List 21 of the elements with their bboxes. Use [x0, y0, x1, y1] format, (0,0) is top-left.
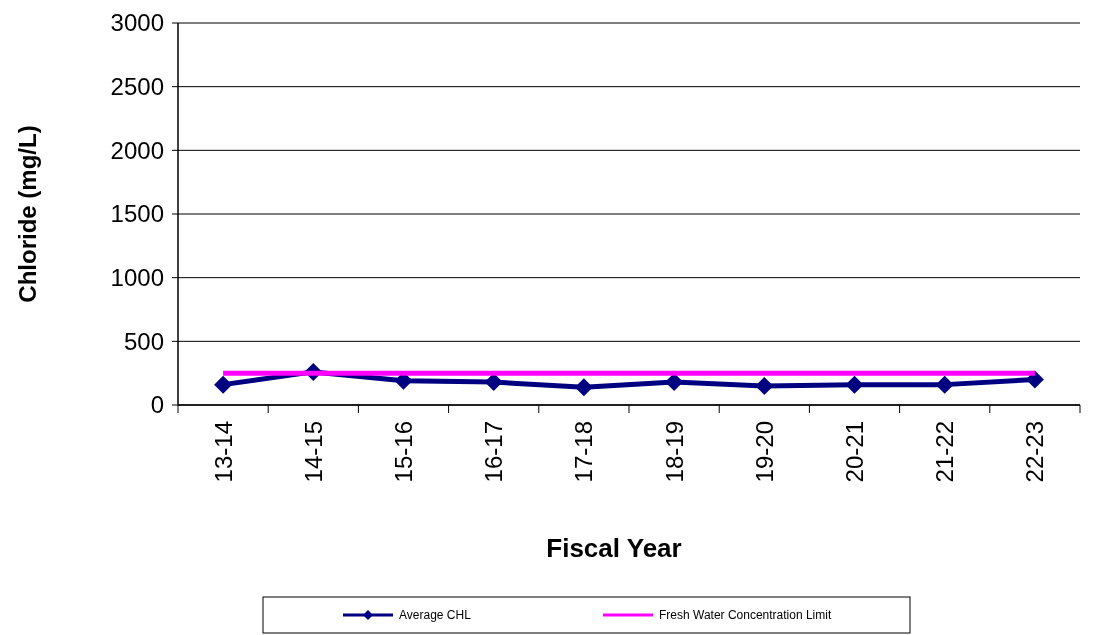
legend-label: Fresh Water Concentration Limit	[659, 608, 832, 623]
y-axis-title: Chloride (mg/L)	[14, 125, 41, 303]
y-tick-label: 1000	[110, 264, 164, 292]
x-tick-label: 14-15	[299, 421, 327, 483]
y-tick-label: 500	[123, 327, 164, 355]
x-tick-label: 15-16	[389, 421, 417, 483]
x-tick-label: 19-20	[750, 421, 778, 483]
y-tick-label: 0	[150, 391, 164, 419]
x-tick-label: 17-18	[570, 421, 598, 483]
x-tick-label: 21-22	[931, 421, 959, 483]
x-axis-title: Fiscal Year	[546, 533, 682, 563]
y-tick-label: 1500	[110, 200, 164, 228]
x-tick-label: 16-17	[480, 421, 508, 483]
x-tick-label: 18-19	[660, 421, 688, 483]
y-tick-label: 3000	[110, 9, 164, 37]
y-tick-label: 2000	[110, 136, 164, 164]
y-tick-label: 2500	[110, 73, 164, 101]
x-tick-label: 20-21	[840, 421, 868, 483]
x-tick-label: 22-23	[1021, 421, 1049, 483]
x-tick-label: 13-14	[209, 421, 237, 483]
legend-label: Average CHL	[399, 608, 472, 623]
